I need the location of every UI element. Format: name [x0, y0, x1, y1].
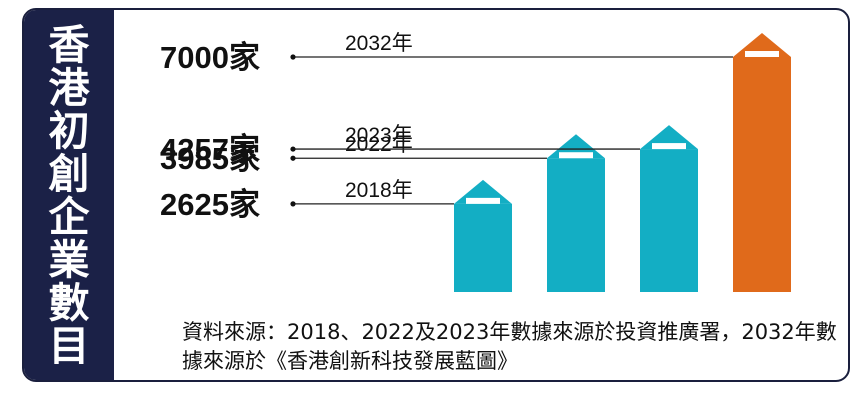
title-char: 企 [48, 193, 90, 241]
year-label: 2032年 [345, 32, 413, 55]
title-char: 業 [48, 236, 90, 284]
title-char: 港 [48, 64, 90, 112]
year-label: 2023年 [345, 124, 413, 147]
title-char: 數 [48, 279, 90, 327]
bar [454, 203, 512, 292]
title-char: 創 [48, 150, 90, 198]
value-label: 3985家 [160, 141, 260, 176]
bar [547, 158, 605, 292]
source-note: 資料來源：2018、2022及2023年數據來源於投資推廣署，2032年數據來源… [182, 320, 837, 373]
year-label: 2018年 [345, 179, 413, 202]
value-label: 4257家 [160, 132, 260, 167]
bar-window [466, 197, 500, 204]
bar-window [745, 51, 779, 57]
title-char: 目 [48, 322, 90, 370]
year-label: 2022年 [345, 133, 413, 156]
value-label: 2625家 [160, 187, 260, 222]
bar-window [559, 152, 593, 159]
infographic-card: 香港初創企業數目 資料來源：2018、2022及2023年數據來源於投資推廣署，… [22, 8, 850, 382]
title-sidebar: 香港初創企業數目 [24, 10, 114, 380]
bar-window [652, 143, 686, 150]
title-char: 初 [48, 107, 90, 155]
leader-dot [290, 54, 296, 60]
value-label: 7000家 [160, 40, 260, 75]
leader-dot [290, 155, 296, 161]
leader-dot [290, 201, 296, 207]
chart-title: 香港初創企業數目 [24, 24, 114, 368]
bar [733, 57, 791, 292]
leader-dot [290, 146, 296, 152]
bar [640, 149, 698, 292]
title-char: 香 [48, 21, 90, 69]
